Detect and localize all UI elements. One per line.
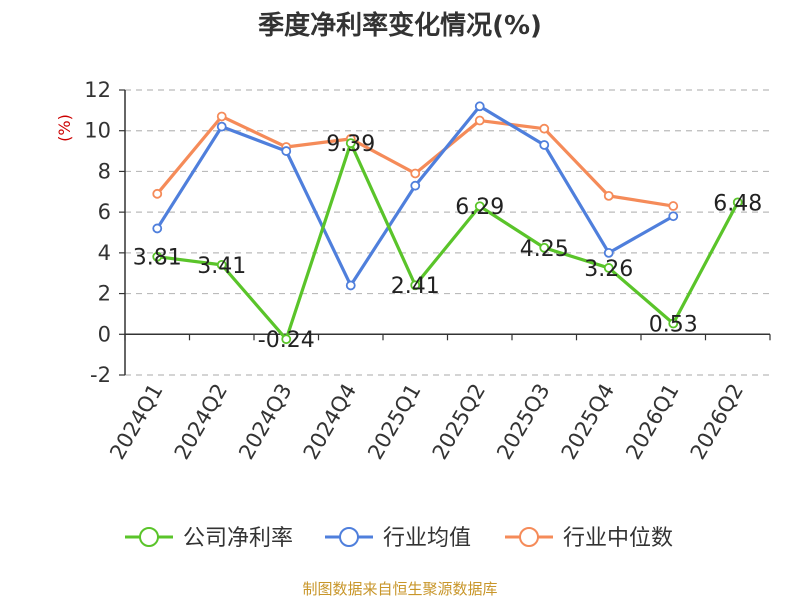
data-label: 4.25 (520, 237, 569, 262)
x-tick-label: 2024Q4 (299, 380, 361, 464)
data-point (539, 140, 550, 150)
data-label: 3.41 (197, 254, 246, 279)
y-tick-label: 10 (84, 119, 111, 143)
data-label: 9.39 (326, 132, 375, 157)
data-label: 6.48 (713, 191, 762, 216)
data-point (474, 115, 485, 126)
data-point (281, 146, 292, 156)
y-tick-label: -2 (90, 363, 111, 387)
data-point (345, 138, 356, 149)
legend: 公司净利率 行业均值 行业中位数 (125, 526, 673, 551)
data-point (152, 223, 163, 234)
data-point (410, 168, 421, 179)
x-tick-label: 2024Q2 (170, 380, 232, 464)
x-tick-label: 2026Q2 (686, 380, 748, 464)
y-axis-unit-label: (%) (55, 114, 74, 142)
chart-title: 季度净利率变化情况(%) (258, 10, 542, 41)
data-point (281, 334, 292, 345)
series-lines (152, 101, 743, 345)
source-note: 制图数据来自恒生聚源数据库 (302, 580, 497, 598)
x-tick-label: 2025Q2 (428, 380, 490, 464)
x-tick-label: 2024Q1 (105, 380, 167, 464)
y-tick-label: 4 (98, 241, 111, 265)
y-tick-label: 8 (98, 159, 111, 183)
data-label: 6.29 (455, 195, 504, 220)
y-tick-label: 0 (98, 322, 111, 346)
data-point (410, 180, 421, 191)
y-tick-label: 6 (98, 200, 111, 224)
legend-marker (519, 527, 539, 547)
legend-marker (339, 527, 359, 547)
data-point (539, 242, 550, 253)
data-point (539, 123, 550, 134)
x-tick-label: 2025Q1 (363, 380, 425, 464)
y-tick-label: 12 (84, 78, 111, 102)
data-point (603, 263, 614, 273)
data-label: -0.24 (258, 328, 315, 353)
legend-marker (139, 527, 159, 547)
data-point (152, 188, 163, 199)
y-tick-label: 2 (98, 282, 111, 306)
data-label: 3.26 (584, 257, 633, 282)
data-point (668, 318, 679, 329)
data-point (668, 201, 679, 211)
data-label: 3.81 (133, 246, 182, 271)
legend-label: 行业均值 (383, 526, 471, 551)
data-label: 0.53 (649, 312, 698, 337)
x-tick-label: 2025Q4 (557, 380, 619, 464)
data-point (603, 190, 614, 201)
series-line (157, 141, 740, 341)
x-tick-label: 2026Q1 (621, 380, 683, 464)
data-point (668, 211, 679, 222)
data-point (216, 121, 227, 132)
data-point (152, 251, 163, 262)
legend-label: 公司净利率 (183, 526, 293, 551)
data-point (474, 201, 485, 212)
data-point (474, 101, 485, 112)
data-point (216, 259, 227, 270)
data-point (732, 197, 743, 208)
data-point (410, 280, 421, 291)
data-point (603, 247, 614, 258)
data-label: 2.41 (391, 274, 440, 299)
data-point (216, 111, 227, 122)
x-tick-label: 2025Q3 (492, 380, 554, 464)
x-tick-label: 2024Q3 (234, 380, 296, 464)
data-point (345, 280, 356, 291)
legend-label: 行业中位数 (563, 526, 673, 551)
data-labels: 3.81 3.41 -0.24 9.39 2.41 6.29 4.25 3.26 0.53 6.4… (133, 132, 762, 353)
